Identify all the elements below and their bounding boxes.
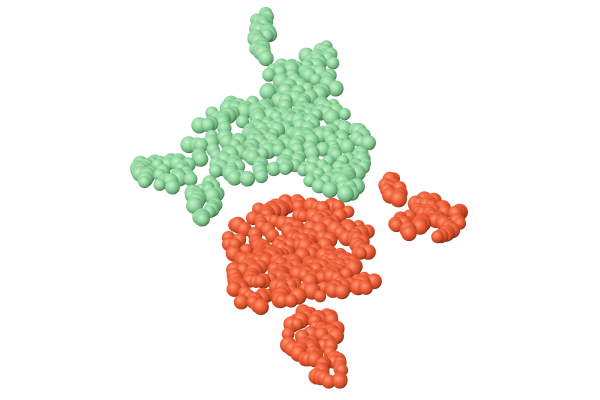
orange-atom	[252, 298, 269, 315]
green-atom	[337, 185, 354, 203]
green-atom	[196, 212, 210, 226]
green-atom	[278, 162, 292, 175]
green-atom	[138, 175, 151, 189]
green-atom	[226, 170, 242, 186]
orange-atom	[332, 373, 348, 389]
green-atom	[361, 135, 376, 151]
green-atom	[254, 169, 268, 184]
orange-atom	[390, 190, 407, 208]
green-atom	[262, 68, 276, 82]
orange-atom	[401, 225, 417, 242]
green-atom	[259, 83, 277, 101]
orange-atom	[226, 281, 242, 297]
green-atom	[165, 179, 180, 195]
orange-atom	[254, 275, 267, 288]
orange-atom	[431, 230, 444, 244]
orange-atom	[321, 374, 336, 389]
green-atom	[327, 80, 344, 97]
orange-atom	[313, 289, 327, 303]
green-atom	[338, 107, 351, 121]
green-atom	[193, 151, 209, 167]
green-atom	[321, 181, 338, 198]
green-atom	[200, 117, 215, 133]
orange-atom	[284, 294, 298, 308]
green-atom	[266, 161, 281, 177]
green-atom	[326, 56, 340, 70]
green-atom	[239, 170, 256, 187]
orange-atom	[334, 284, 350, 300]
atoms	[130, 6, 469, 389]
green-atom	[208, 163, 223, 178]
orange-atom	[354, 247, 367, 260]
green-atom	[339, 139, 355, 155]
orange-atom	[233, 294, 249, 310]
orange-atom	[359, 281, 373, 295]
green-atom	[183, 172, 198, 187]
green-atom	[258, 50, 274, 67]
green-atom	[153, 178, 166, 191]
green-atom	[235, 103, 253, 120]
green-atom	[309, 73, 322, 86]
orange-atom	[291, 318, 304, 331]
